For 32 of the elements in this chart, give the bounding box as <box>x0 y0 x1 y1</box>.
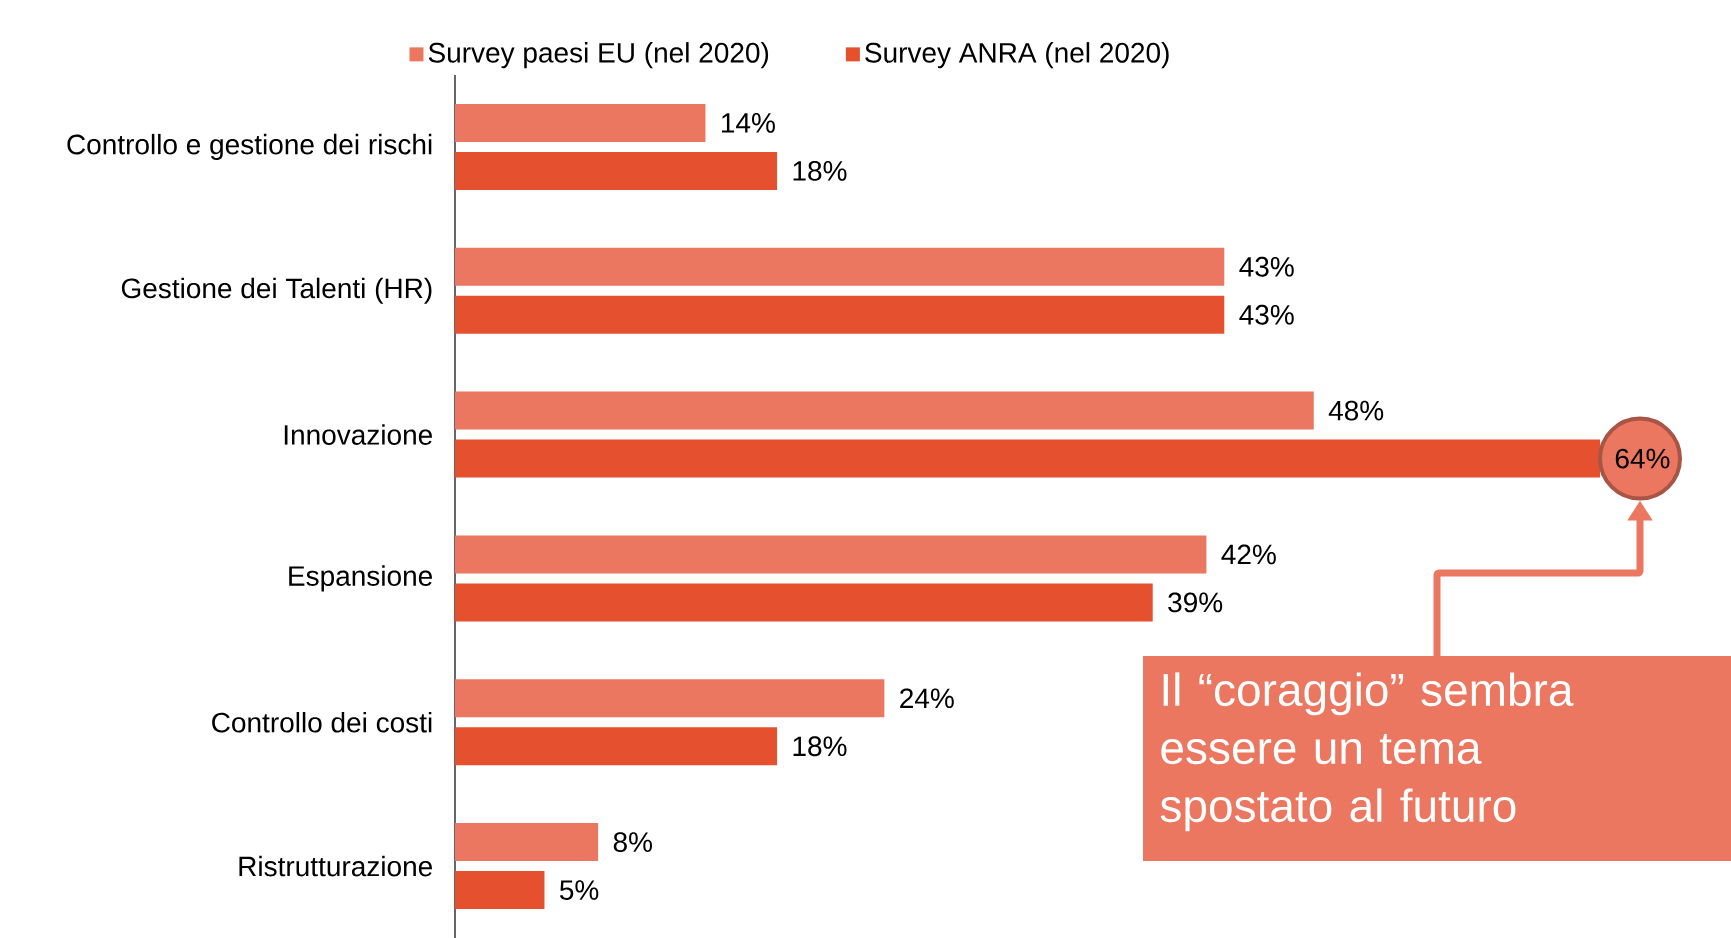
bar <box>455 871 545 910</box>
data-label: 42% <box>1221 544 1276 565</box>
data-label: 5% <box>559 880 599 900</box>
bar <box>455 103 706 142</box>
y-tick-label: Espansione <box>289 565 432 592</box>
bar <box>455 295 1225 334</box>
data-label: 24% <box>900 688 954 709</box>
y-tick-label: Ristrutturazione <box>239 855 432 877</box>
y-tick-label: Gestione dei Talenti (HR) <box>121 277 432 304</box>
data-label: 18% <box>793 736 847 757</box>
data-label: 64% <box>1615 448 1670 469</box>
bar <box>455 823 599 862</box>
legend-label: Survey paesi EU (nel 2020) <box>428 42 769 69</box>
data-label: 43% <box>1239 256 1294 277</box>
annotation: Il “coraggio” sembra essere un tema spostato al futuro <box>1160 672 1574 832</box>
data-label: 8% <box>613 832 652 853</box>
bar <box>455 727 778 766</box>
bar <box>455 247 1225 286</box>
data-label: 48% <box>1328 400 1384 421</box>
bar <box>455 679 885 718</box>
data-label: 18% <box>793 160 847 181</box>
bar <box>455 583 1153 622</box>
bar <box>455 151 778 190</box>
y-tick-label: Innovazione <box>284 424 432 445</box>
bar <box>455 535 1207 574</box>
y-tick-label: Controllo e gestione dei rischi <box>67 133 432 160</box>
data-label: 14% <box>722 113 775 133</box>
legend-label: Survey ANRA (nel 2020) <box>865 42 1169 69</box>
bar <box>455 391 1314 430</box>
data-label: 39% <box>1168 592 1223 613</box>
data-label: 43% <box>1239 304 1294 325</box>
y-tick-label: Controllo dei costi <box>212 711 432 733</box>
